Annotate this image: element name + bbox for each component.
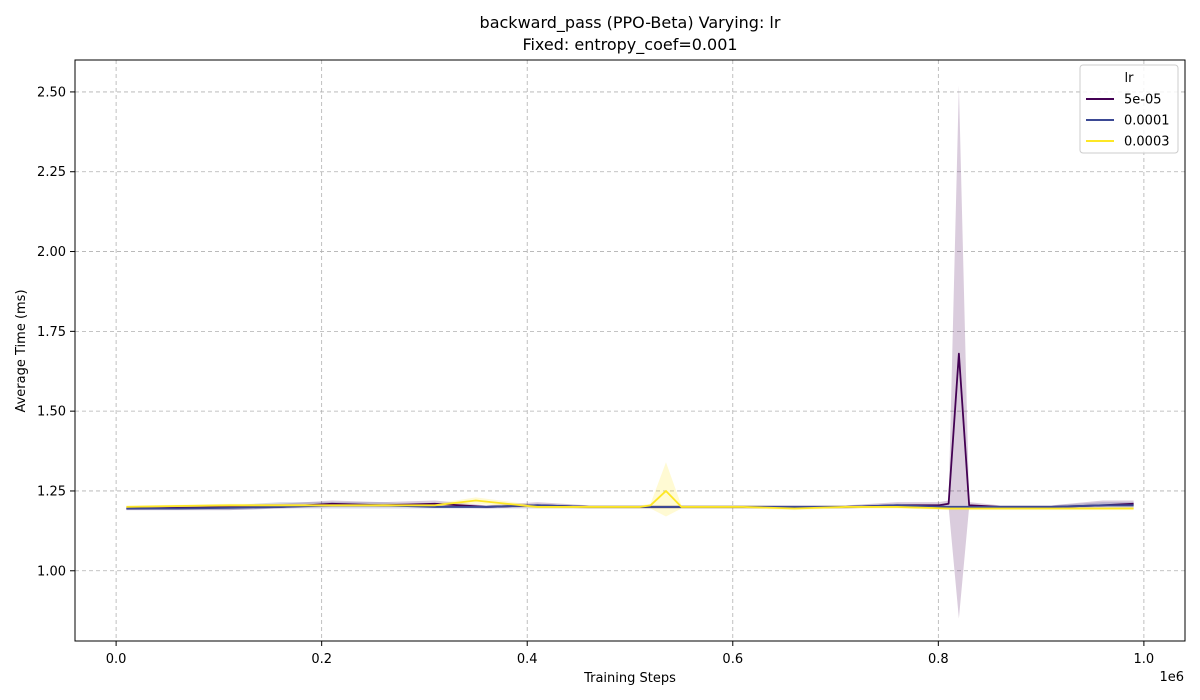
y-tick-label: 1.00 bbox=[37, 564, 66, 579]
x-tick-label: 0.2 bbox=[311, 652, 332, 667]
series-line-2 bbox=[126, 490, 1134, 510]
legend-label: 0.0003 bbox=[1124, 135, 1170, 150]
legend-label: 5e-05 bbox=[1124, 93, 1162, 108]
confidence-band-0 bbox=[126, 85, 1134, 619]
legend: lr 5e-05 0.0001 0.0003 bbox=[1079, 64, 1179, 154]
y-axis-label: Average Time (ms) bbox=[14, 289, 29, 412]
y-tick-label: 2.25 bbox=[37, 165, 66, 180]
legend-label: 0.0001 bbox=[1124, 114, 1170, 129]
confidence-bands bbox=[126, 85, 1134, 619]
legend-title: lr bbox=[1125, 71, 1135, 86]
x-tick-label: 0.6 bbox=[722, 652, 743, 667]
x-tick-label: 0.4 bbox=[517, 652, 538, 667]
y-tick-label: 2.50 bbox=[37, 85, 66, 100]
y-tick-label: 1.75 bbox=[37, 325, 66, 340]
series-line-0 bbox=[126, 352, 1134, 510]
x-tick-label: 0.0 bbox=[106, 652, 127, 667]
x-axis-ticks: 0.0 0.2 0.4 0.6 0.8 1.0 bbox=[106, 641, 1154, 667]
chart-title-line1: backward_pass (PPO-Beta) Varying: lr bbox=[480, 13, 781, 33]
x-axis-multiplier: 1e6 bbox=[1159, 670, 1184, 685]
legend-items: 5e-05 0.0001 0.0003 bbox=[1086, 93, 1170, 150]
y-tick-label: 1.25 bbox=[37, 484, 66, 499]
confidence-band-2 bbox=[126, 462, 1134, 517]
x-axis-label: Training Steps bbox=[583, 671, 676, 686]
chart-title: backward_pass (PPO-Beta) Varying: lr Fix… bbox=[480, 13, 781, 55]
x-tick-label: 1.0 bbox=[1134, 652, 1155, 667]
plot-area-frame bbox=[74, 59, 1186, 642]
grid bbox=[75, 60, 1185, 641]
x-tick-label: 0.8 bbox=[928, 652, 949, 667]
y-tick-label: 2.00 bbox=[37, 245, 66, 260]
y-axis-ticks: 1.00 1.25 1.50 1.75 2.00 2.25 2.50 bbox=[37, 85, 75, 579]
chart-title-line2: Fixed: entropy_coef=0.001 bbox=[522, 35, 737, 55]
y-tick-label: 1.50 bbox=[37, 405, 66, 420]
legend-box bbox=[1079, 64, 1179, 154]
series-lines bbox=[126, 352, 1134, 510]
